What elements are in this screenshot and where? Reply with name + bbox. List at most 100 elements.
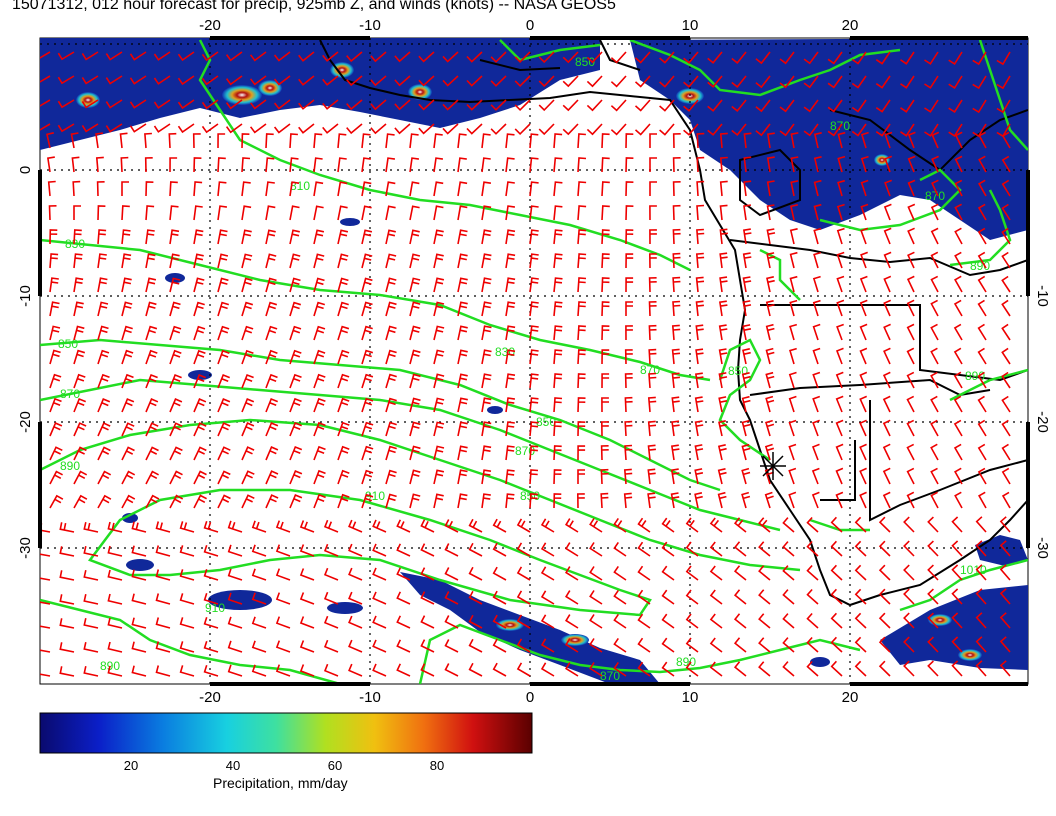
wind-barb-icon (201, 99, 219, 110)
wind-barb-icon (601, 373, 610, 389)
wind-barb-icon (764, 491, 774, 509)
wind-barb-icon (601, 277, 610, 293)
wind-barb-icon (670, 492, 680, 509)
wind-barb-icon (637, 637, 651, 653)
wind-barb-icon (648, 301, 657, 317)
wind-barb-icon (299, 592, 315, 605)
wind-barb-icon (313, 301, 326, 317)
wind-barb-icon (875, 123, 891, 137)
wind-barb-icon (49, 325, 61, 341)
wind-barb-icon (718, 324, 728, 341)
wind-barb-icon (930, 323, 939, 341)
lon-tick-label: -10 (359, 17, 381, 34)
wind-barb-icon (977, 203, 987, 221)
wind-barb-icon (812, 371, 821, 389)
wind-barb-icon (505, 277, 516, 293)
wind-barb-icon (661, 565, 675, 581)
wind-barb-icon (433, 277, 445, 293)
wind-barb-icon (553, 205, 563, 221)
wind-barb-icon (361, 157, 371, 173)
wind-barb-icon (907, 203, 916, 221)
wind-barb-icon (409, 397, 421, 413)
contour-label: 850 (58, 337, 78, 351)
wind-barb-icon (882, 467, 891, 485)
contour-label: 850 (536, 415, 556, 429)
wind-barb-icon (409, 325, 421, 341)
wind-barb-icon (733, 661, 747, 677)
wind-barb-icon (273, 51, 291, 62)
wind-barb-icon (565, 614, 579, 629)
wind-barb-icon (906, 443, 915, 461)
wind-barb-icon (203, 640, 219, 653)
contour-label: 890 (970, 259, 990, 273)
wind-barb-icon (553, 157, 563, 173)
wind-barb-icon (601, 157, 610, 173)
wind-barb-icon (241, 470, 255, 485)
wind-barb-icon (685, 661, 699, 677)
wind-barb-icon (337, 277, 349, 293)
wind-barb-icon (671, 348, 681, 365)
wind-barb-icon (203, 664, 219, 677)
wind-barb-icon (1001, 395, 1011, 413)
wind-barb-icon (930, 347, 939, 365)
wind-barb-icon (433, 205, 444, 221)
wind-barb-icon (999, 588, 1011, 605)
wind-barb-icon (95, 156, 104, 173)
wind-barb-icon (613, 541, 627, 557)
wind-barb-icon (40, 601, 51, 605)
wind-barb-icon (481, 205, 492, 221)
wind-barb-icon (348, 615, 363, 629)
wind-barb-icon (370, 75, 387, 87)
wind-barb-icon (225, 75, 243, 86)
wind-barb-icon (337, 133, 347, 149)
wind-barb-icon (878, 660, 891, 677)
wind-barb-icon (577, 277, 587, 293)
wind-barb-icon (553, 133, 563, 149)
wind-barb-icon (107, 617, 123, 629)
wind-barb-icon (481, 421, 492, 437)
wind-barb-icon (859, 347, 868, 365)
wind-barb-icon (217, 494, 231, 509)
wind-barb-icon (859, 323, 868, 341)
wind-barb-icon (313, 349, 326, 365)
wind-barb-icon (529, 325, 539, 341)
wind-barb-icon (601, 133, 610, 149)
wind-barb-icon (372, 567, 387, 581)
wind-barb-icon (49, 301, 60, 317)
wind-barb-icon (433, 181, 444, 197)
wind-barb-icon (492, 566, 507, 581)
wind-barb-icon (225, 99, 243, 110)
wind-barb-icon (72, 180, 81, 197)
wind-barb-icon (385, 325, 397, 341)
wind-barb-icon (789, 323, 798, 341)
wind-barb-icon (337, 421, 350, 437)
wind-barb-icon (169, 157, 178, 173)
wind-barb-icon (59, 522, 75, 533)
wind-barb-icon (444, 639, 459, 653)
wind-barb-icon (169, 373, 182, 389)
wind-barb-icon (661, 613, 675, 629)
wind-barb-icon (718, 300, 728, 317)
wind-barb-icon (97, 301, 109, 317)
wind-barb-icon (930, 395, 939, 413)
wind-barb-icon (505, 133, 515, 149)
wind-barb-icon (289, 445, 303, 461)
wind-barb-icon (361, 277, 373, 293)
wind-barb-icon (433, 301, 445, 317)
wind-barb-icon (59, 570, 75, 581)
wind-barb-icon (613, 565, 627, 581)
wind-barb-icon (169, 181, 178, 197)
wind-barb-icon (766, 204, 775, 221)
wind-barb-icon (217, 181, 227, 197)
wind-barb-icon (409, 133, 419, 149)
wind-barb-icon (999, 636, 1011, 653)
colorbar-tick-label: 60 (328, 758, 342, 773)
wind-barb-icon (625, 325, 633, 341)
wind-barb-icon (49, 277, 59, 293)
wind-barb-icon (385, 205, 396, 221)
wind-barb-icon (409, 205, 420, 221)
wind-barb-icon (298, 99, 315, 110)
wind-barb-icon (553, 445, 562, 461)
wind-barb-icon (241, 133, 250, 149)
